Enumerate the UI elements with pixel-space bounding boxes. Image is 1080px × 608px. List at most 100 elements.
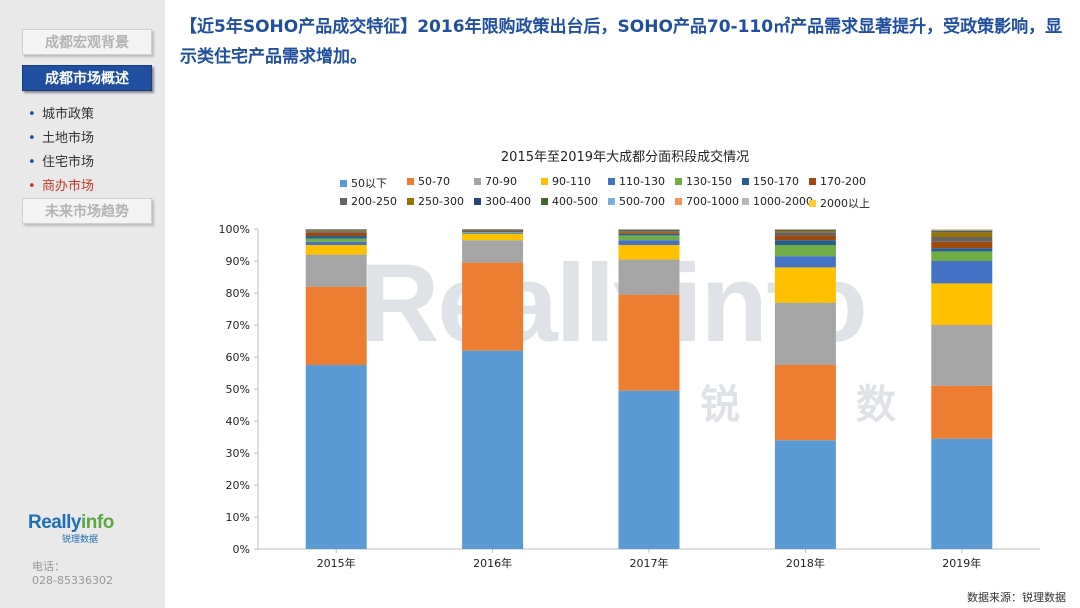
y-tick-label: 60% bbox=[226, 351, 250, 364]
legend-swatch bbox=[809, 178, 816, 185]
legend-swatch bbox=[541, 178, 548, 185]
bar-segment bbox=[305, 245, 367, 255]
bar-segment bbox=[931, 231, 993, 233]
data-source: 数据来源：锐理数据 bbox=[967, 591, 1066, 604]
legend-label: 200-250 bbox=[351, 195, 397, 208]
legend-swatch bbox=[474, 198, 481, 205]
nav-future-trends[interactable]: 未来市场趋势 bbox=[22, 198, 152, 224]
bar-segment bbox=[462, 231, 524, 233]
contact-info: 电话： 028-85336302 bbox=[32, 560, 113, 588]
sub-item-residential-market[interactable]: • 住宅市场 bbox=[28, 155, 95, 170]
legend-item: 70-90 bbox=[474, 175, 517, 188]
legend-swatch bbox=[742, 198, 749, 205]
bar-segment bbox=[305, 232, 367, 237]
legend-label: 70-90 bbox=[485, 175, 517, 188]
sub-item-land-market[interactable]: • 土地市场 bbox=[28, 131, 95, 146]
bar-segment bbox=[305, 236, 367, 239]
x-tick-label: 2016年 bbox=[473, 556, 512, 570]
reallyinfo-logo: Reallyinfo 锐理数据 bbox=[28, 512, 114, 545]
bar-segment bbox=[305, 286, 367, 365]
legend-swatch bbox=[407, 178, 414, 185]
legend-item: 2000以上 bbox=[809, 195, 870, 211]
bar-segment bbox=[774, 230, 836, 233]
sub-item-commercial-office-market[interactable]: • 商办市场 bbox=[28, 179, 95, 194]
bar-segment bbox=[774, 235, 836, 241]
sub-item-label: 住宅市场 bbox=[42, 155, 95, 170]
legend-swatch bbox=[474, 178, 481, 185]
bar-segment bbox=[462, 232, 524, 233]
bar-segment bbox=[774, 365, 836, 441]
logo-cn: 锐理数据 bbox=[62, 535, 99, 545]
legend-swatch bbox=[675, 198, 682, 205]
legend-item: 170-200 bbox=[809, 175, 866, 188]
legend-item: 500-700 bbox=[608, 195, 665, 208]
chart-title: 2015年至2019年大成都分面积段成交情况 bbox=[500, 150, 750, 165]
bar-segment bbox=[931, 251, 993, 261]
bar-segment bbox=[774, 302, 836, 365]
x-tick-label: 2019年 bbox=[942, 556, 981, 570]
bar-segment bbox=[462, 232, 524, 234]
y-tick-label: 80% bbox=[226, 287, 250, 300]
bar-segment bbox=[305, 231, 367, 233]
bar-segment bbox=[931, 261, 993, 284]
bar-segment bbox=[931, 229, 993, 231]
legend-swatch bbox=[809, 200, 816, 207]
legend-swatch bbox=[340, 198, 347, 205]
legend-label: 130-150 bbox=[686, 175, 732, 188]
legend-item: 300-400 bbox=[474, 195, 531, 208]
bar-segment bbox=[618, 240, 680, 245]
legend-item: 400-500 bbox=[541, 195, 598, 208]
legend-label: 300-400 bbox=[485, 195, 531, 208]
nav-chengdu-macro[interactable]: 成都宏观背景 bbox=[22, 29, 152, 55]
legend-label: 400-500 bbox=[552, 195, 598, 208]
legend-label: 500-700 bbox=[619, 195, 665, 208]
logo-brand-a: Really bbox=[28, 512, 81, 533]
legend-swatch bbox=[407, 198, 414, 205]
bar-segment bbox=[931, 248, 993, 252]
y-tick-label: 70% bbox=[226, 319, 250, 332]
y-tick-label: 20% bbox=[226, 479, 250, 492]
bar-segment bbox=[462, 262, 524, 351]
bar-segment bbox=[618, 233, 680, 236]
bar-segment bbox=[462, 240, 524, 263]
legend-label: 700-1000 bbox=[686, 195, 739, 208]
bar-segment bbox=[774, 256, 836, 268]
bar-segment bbox=[462, 230, 524, 232]
legend-swatch bbox=[675, 178, 682, 185]
bar-segment bbox=[774, 440, 836, 549]
legend-label: 90-110 bbox=[552, 175, 591, 188]
sub-item-city-policy[interactable]: • 城市政策 bbox=[28, 107, 95, 122]
legend-label: 50-70 bbox=[418, 175, 450, 188]
bar-segment bbox=[305, 254, 367, 287]
nav-chengdu-market-overview[interactable]: 成都市场概述 bbox=[22, 65, 152, 91]
bar-segment bbox=[618, 230, 680, 232]
legend-item: 150-170 bbox=[742, 175, 799, 188]
sub-item-label: 土地市场 bbox=[42, 131, 95, 146]
bar-segment bbox=[618, 231, 680, 233]
legend-label: 2000以上 bbox=[820, 197, 870, 210]
bar-segment bbox=[618, 229, 680, 231]
legend-label: 1000-2000 bbox=[753, 195, 813, 208]
legend-swatch bbox=[340, 180, 347, 187]
y-tick-label: 90% bbox=[226, 255, 250, 268]
bar-segment bbox=[931, 230, 993, 232]
legend-item: 50以下 bbox=[340, 175, 387, 191]
bar-segment bbox=[462, 229, 524, 231]
bar-segment bbox=[618, 259, 680, 295]
y-tick-label: 30% bbox=[226, 447, 250, 460]
legend-item: 130-150 bbox=[675, 175, 732, 188]
y-tick-label: 10% bbox=[226, 511, 250, 524]
bar-segment bbox=[618, 294, 680, 391]
bar-segment bbox=[931, 237, 993, 242]
contact-label: 电话： bbox=[32, 560, 65, 573]
legend-item: 90-110 bbox=[541, 175, 591, 188]
legend-item: 250-300 bbox=[407, 195, 464, 208]
legend-label: 150-170 bbox=[753, 175, 799, 188]
legend-item: 700-1000 bbox=[675, 195, 739, 208]
bar-segment bbox=[618, 245, 680, 260]
bar-segment bbox=[774, 267, 836, 303]
bar-segment bbox=[931, 283, 993, 325]
legend-swatch bbox=[541, 198, 548, 205]
legend-item: 50-70 bbox=[407, 175, 450, 188]
